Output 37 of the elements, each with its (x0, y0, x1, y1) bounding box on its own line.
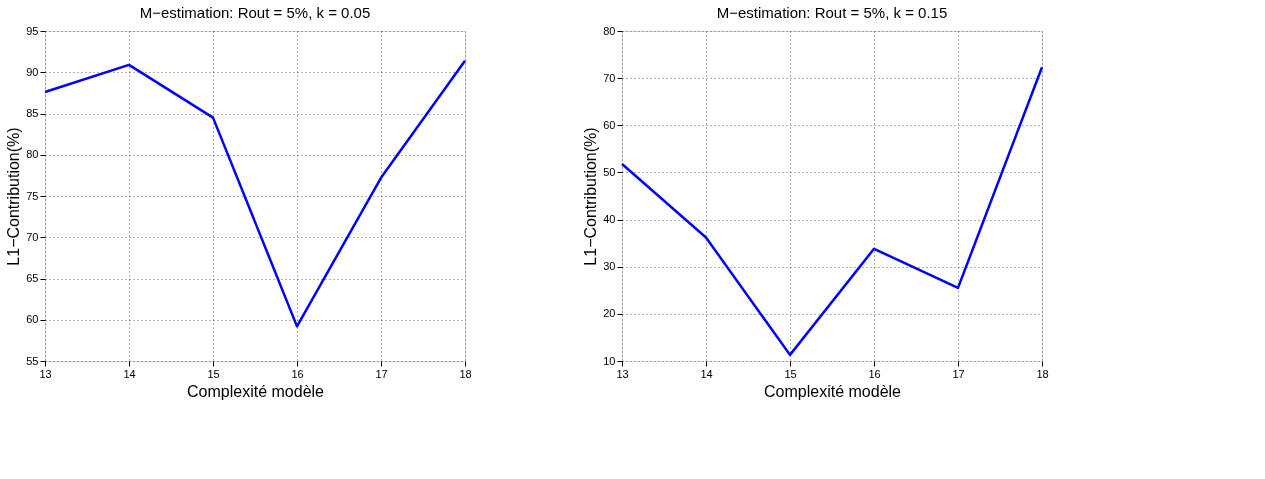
x-tick-label: 13 (616, 367, 629, 380)
x-tick-label: 15 (784, 367, 797, 380)
y-tick-label: 50 (603, 165, 616, 178)
y-tick-label: 85 (26, 107, 39, 119)
x-tick-label: 16 (291, 367, 304, 380)
x-tick-label: 18 (459, 367, 472, 380)
x-axis-title: Complexité modèle (187, 382, 325, 400)
y-tick-label: 60 (26, 313, 39, 326)
x-tick-label: 15 (207, 367, 220, 380)
y-tick-label: 95 (26, 24, 39, 37)
y-axis-title: L1−Contribution(%) (582, 127, 600, 266)
y-tick-label: 30 (603, 260, 616, 273)
y-tick-label: 55 (26, 354, 39, 367)
x-tick-label: 14 (700, 367, 713, 380)
y-tick-label: 20 (603, 307, 616, 320)
y-tick-label: 90 (26, 65, 39, 78)
x-tick-label: 13 (39, 367, 52, 380)
y-tick-label: 70 (26, 230, 39, 243)
y-tick-label: 65 (26, 272, 39, 284)
y-tick-label: 80 (26, 148, 39, 161)
y-tick-label: 70 (603, 71, 616, 84)
x-tick-label: 16 (868, 367, 881, 380)
y-tick-label: 75 (26, 189, 39, 202)
x-tick-label: 17 (952, 367, 965, 380)
line-series (620, 66, 1044, 357)
y-tick-label: 60 (603, 118, 616, 131)
y-tick-label: 10 (603, 354, 616, 367)
x-tick-label: 14 (123, 367, 136, 380)
x-axis-title: Complexité modèle (764, 382, 902, 400)
y-axis-title: L1−Contribution(%) (5, 127, 23, 266)
y-tick-label: 80 (603, 24, 616, 37)
y-tick-label: 40 (603, 213, 616, 226)
x-tick-label: 17 (375, 367, 388, 380)
x-tick-label: 18 (1036, 367, 1049, 380)
chart-title: M−estimation: Rout = 5%, k = 0.15 (716, 4, 948, 21)
chart-title: M−estimation: Rout = 5%, k = 0.05 (139, 4, 371, 21)
line-series (43, 59, 467, 328)
